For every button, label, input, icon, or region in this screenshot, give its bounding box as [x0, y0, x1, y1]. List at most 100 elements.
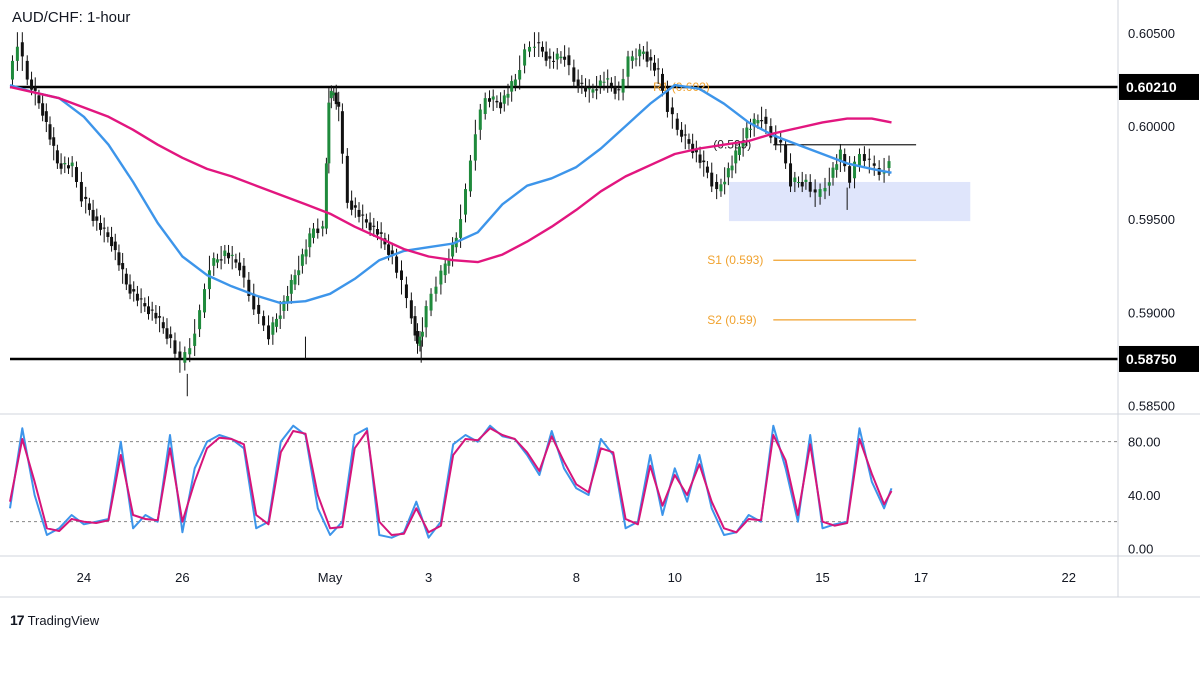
chart-title: AUD/CHF: 1-hour [12, 9, 131, 26]
candle-body [198, 310, 202, 330]
candle-body [774, 135, 778, 145]
candle-body [835, 164, 839, 170]
candle-body [555, 53, 559, 60]
candle-body [15, 46, 19, 61]
candle-body [63, 162, 67, 165]
candle-body [598, 80, 602, 87]
candle-body [576, 79, 580, 88]
time-axis[interactable]: 24 26 May 3 8 10 15 17 22 [77, 570, 1076, 585]
candle-body [173, 340, 177, 354]
candle-body [563, 56, 567, 60]
candle-body [506, 93, 510, 98]
candle-body [680, 129, 684, 137]
candle-body [784, 144, 788, 164]
candle-body [364, 219, 368, 223]
candle-body [332, 92, 336, 96]
candle-body [215, 259, 219, 263]
candle-body [831, 167, 835, 178]
candle-body [580, 82, 584, 84]
candle-body [207, 270, 211, 290]
level-price-tag-label: 0.58750 [1126, 351, 1177, 367]
candle-body [434, 286, 438, 294]
candle-body [843, 154, 847, 167]
candle-body [872, 163, 876, 166]
candle-body [262, 316, 266, 326]
level-price-tag-label: 0.60210 [1126, 79, 1177, 95]
candle-body [117, 252, 121, 266]
candle-body [649, 57, 653, 61]
candle-body [495, 100, 499, 103]
candle-body [247, 279, 251, 297]
stochastic-panel[interactable]: 80.00 40.00 0.00 [9, 424, 1161, 557]
candle-body [429, 293, 433, 311]
candle-body [741, 142, 745, 147]
candle-body [617, 89, 621, 91]
candle-body [424, 306, 428, 328]
candle-body [641, 51, 645, 54]
candle-body [334, 92, 338, 105]
candle-body [329, 90, 333, 99]
candle-body [513, 79, 517, 86]
candle-body [606, 78, 610, 80]
brand-name: TradingView [27, 612, 100, 628]
candle-body [867, 158, 871, 160]
candle-body [764, 116, 768, 124]
candle-body [613, 86, 617, 94]
candle-body [25, 60, 29, 80]
candle-body [409, 300, 413, 319]
candle-body [779, 140, 783, 143]
price-tick-label: 0.60500 [1128, 26, 1175, 41]
candle-body [595, 89, 599, 91]
candle-body [710, 172, 714, 187]
pivot-label: S1 (0.593) [707, 253, 763, 267]
candle-body [418, 336, 422, 346]
time-tick-label: 8 [573, 570, 580, 585]
fast-moving-average-line[interactable] [9, 83, 892, 305]
candle-body [399, 270, 403, 280]
candle-body [634, 58, 638, 60]
candle-body [818, 189, 822, 197]
candle-body [282, 300, 286, 311]
candle-body [230, 254, 234, 257]
level-price-tag [1119, 345, 1199, 372]
price-panel[interactable]: 0.60500 0.60000 0.59500 0.59000 0.58500 0.602… [9, 26, 1199, 414]
candle-body [154, 312, 158, 319]
candle-body [537, 42, 541, 44]
candle-body [10, 60, 14, 80]
slow-moving-average-line[interactable] [9, 85, 892, 264]
candle-body [473, 134, 477, 161]
candle-body [242, 265, 246, 278]
candle-body [128, 284, 132, 294]
consolidation-range-box[interactable] [728, 181, 971, 222]
candle-body [705, 166, 709, 173]
candle-body [387, 244, 391, 255]
candle-body [630, 56, 634, 61]
chart-canvas[interactable]: 0.60500 0.60000 0.59500 0.59000 0.58500 0.602… [0, 0, 1200, 600]
candle-body [523, 49, 527, 66]
candle-body [518, 70, 522, 80]
level-price-tag [1119, 73, 1199, 100]
candle-body [361, 214, 365, 216]
candle-body [540, 46, 544, 52]
candle-body [862, 154, 866, 161]
candle-body [304, 249, 308, 257]
candle-body [165, 328, 169, 339]
candle-body [749, 128, 753, 130]
candle-body [357, 209, 361, 217]
candle-body [572, 67, 576, 82]
panel-frame [0, 0, 1200, 598]
candle-body [33, 87, 37, 91]
candle-body [223, 250, 227, 257]
stochastic-d-line[interactable] [9, 427, 893, 536]
tradingview-brand[interactable]: 17 TradingView [10, 612, 99, 628]
candle-body [532, 46, 536, 48]
candle-body [726, 168, 730, 178]
candle-body [789, 163, 793, 187]
price-tick-label: 0.59000 [1128, 305, 1175, 320]
candle-body [827, 182, 831, 186]
stochastic-k-line[interactable] [9, 424, 893, 539]
candle-body [660, 73, 664, 91]
candle-body [311, 228, 315, 238]
time-tick-label: 24 [77, 570, 91, 585]
candle-body [52, 137, 56, 146]
